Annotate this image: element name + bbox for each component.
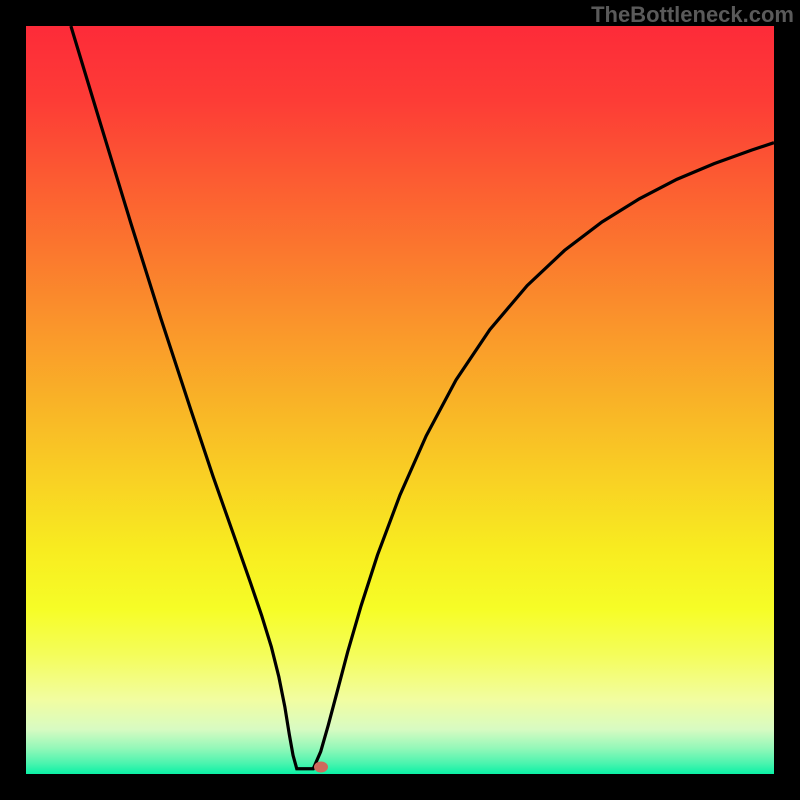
bottleneck-curve [71, 26, 774, 769]
optimal-point-marker [314, 761, 328, 772]
plot-area [26, 26, 774, 774]
chart-frame: TheBottleneck.com [0, 0, 800, 800]
curve-svg [26, 26, 774, 774]
watermark-text: TheBottleneck.com [591, 2, 794, 28]
